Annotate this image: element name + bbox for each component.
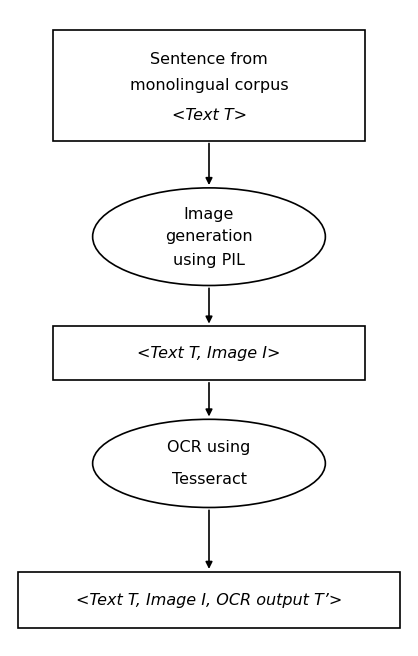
Text: Sentence from: Sentence from [150,52,268,67]
Text: Tesseract: Tesseract [171,472,247,487]
Text: Image: Image [184,207,234,222]
Text: <Text T, Image I, OCR output T’>: <Text T, Image I, OCR output T’> [76,592,342,607]
Text: <Text T>: <Text T> [171,108,247,123]
Text: monolingual corpus: monolingual corpus [130,78,288,93]
Text: generation: generation [165,229,253,244]
Text: using PIL: using PIL [173,253,245,268]
Ellipse shape [93,419,325,508]
Bar [18,572,400,628]
Text: OCR using: OCR using [167,440,251,455]
Bar [53,30,365,140]
Ellipse shape [93,188,325,285]
Bar [53,327,365,380]
Text: <Text T, Image I>: <Text T, Image I> [137,346,281,361]
